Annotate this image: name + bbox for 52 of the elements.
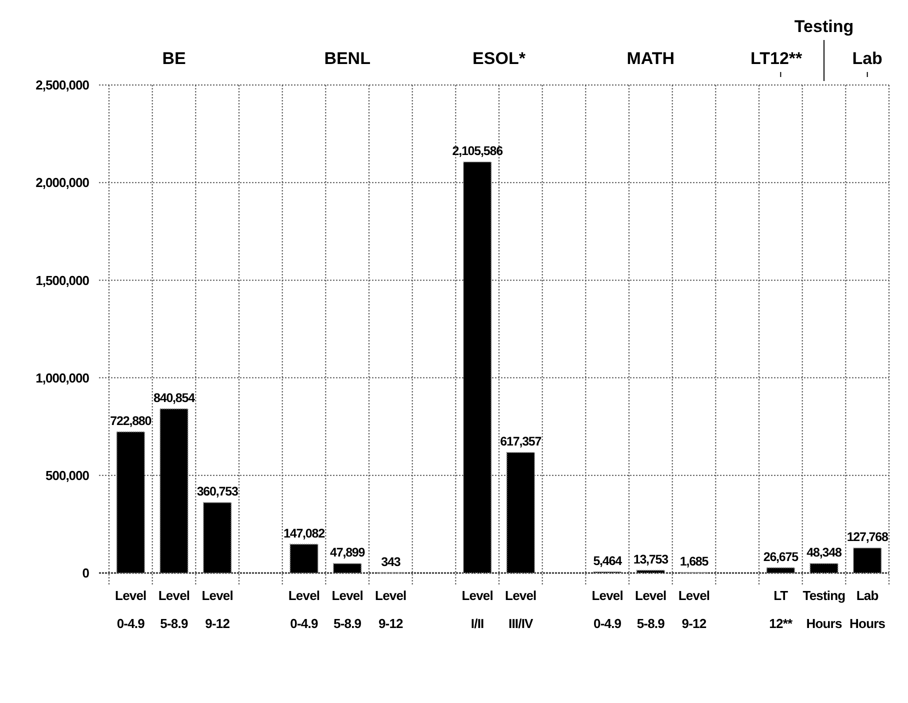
data-label: 47,899: [330, 546, 366, 560]
x-tick-label: Level 5-8.9: [158, 588, 190, 631]
x-tick-label: Level 9-12: [678, 588, 710, 631]
data-label: 840,854: [154, 390, 196, 405]
x-tick-label: Level 9-12: [202, 588, 233, 631]
bar: [160, 408, 188, 574]
bar: [290, 544, 318, 574]
text: LT12**: [750, 49, 803, 68]
data-label: 360,753: [196, 484, 238, 499]
data-label: 127,768: [846, 530, 888, 544]
bar: [506, 452, 536, 574]
y-tick-label: 2,000,000: [36, 175, 90, 190]
x-tick-label: Level III/IV: [505, 588, 536, 631]
x-tick-label: Testing Hours: [802, 588, 846, 631]
data-label: 1,685: [680, 554, 709, 569]
bar: [116, 431, 146, 574]
data-label: 343: [381, 554, 401, 569]
bar: [202, 502, 232, 574]
data-label: 26,675: [763, 550, 799, 564]
text: Testing: [794, 17, 854, 36]
bar: [332, 563, 362, 574]
y-tick-label: 1,000,000: [36, 370, 90, 386]
text: ESOL*: [472, 49, 526, 68]
y-tick-label: 500,000: [46, 468, 90, 483]
y-tick-label: 1,500,000: [36, 272, 90, 288]
data-label: 13,753: [633, 552, 669, 566]
x-tick-label: Level 9-12: [375, 588, 406, 631]
data-label: 2,105,586: [452, 144, 504, 158]
bar: [636, 570, 666, 574]
x-tick-label: Level 0-4.9: [592, 588, 623, 631]
text: MATH: [626, 49, 675, 68]
text: Lab: [852, 49, 882, 68]
data-label: 147,082: [284, 526, 326, 540]
data-label: 5,464: [593, 554, 622, 568]
x-tick-label: Level I/II: [462, 588, 493, 631]
bar: [766, 567, 796, 574]
y-tick-label: 0: [82, 566, 90, 581]
text: BENL: [324, 49, 370, 68]
data-label: 722,880: [110, 414, 152, 428]
x-tick-label: Lab Hours: [850, 588, 886, 631]
data-label: 48,348: [806, 546, 842, 560]
x-tick-label: LT 12**: [769, 588, 794, 631]
text: BE: [162, 49, 186, 68]
x-tick-label: Level 0-4.9: [288, 588, 320, 631]
x-tick-label: Level 0-4.9: [115, 588, 146, 631]
x-tick-label: Level 5-8.9: [332, 588, 363, 631]
bar: [852, 548, 882, 574]
bar: [810, 563, 838, 574]
bar: [462, 161, 492, 574]
x-tick-label: Level 5-8.9: [635, 588, 666, 631]
data-label: 617,357: [500, 434, 542, 448]
y-tick-label: 2,500,000: [36, 78, 90, 93]
